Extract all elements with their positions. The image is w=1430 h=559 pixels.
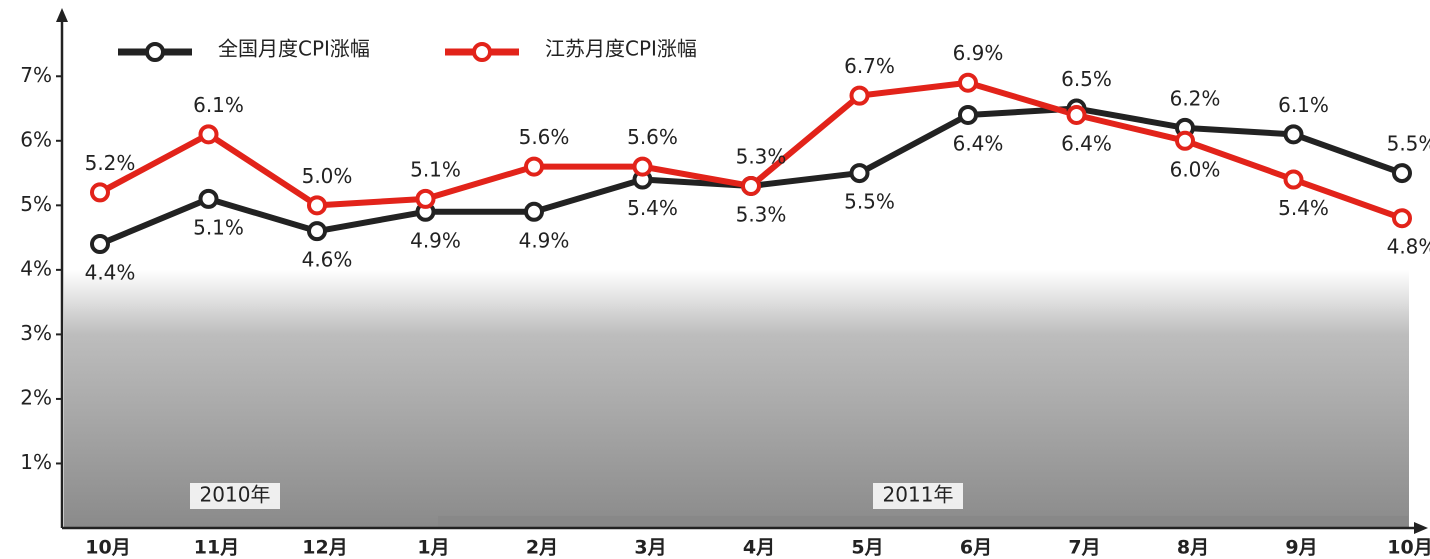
x-tick-label: 8月 xyxy=(1177,537,1209,559)
y-tick-label: 2% xyxy=(20,385,52,409)
x-tick-label: 6月 xyxy=(960,537,992,559)
data-label: 5.2% xyxy=(85,151,136,175)
x-tick-label: 5月 xyxy=(851,537,883,559)
x-tick-label: 3月 xyxy=(634,537,666,559)
data-point xyxy=(1283,169,1304,190)
data-point xyxy=(1283,124,1304,145)
legend-label: 江苏月度CPI涨幅 xyxy=(545,37,697,61)
data-label: 6.0% xyxy=(1170,157,1221,181)
legend-marker xyxy=(145,42,165,62)
annotation-bg xyxy=(873,483,963,509)
data-label: 5.1% xyxy=(410,157,461,181)
data-label: 6.5% xyxy=(1061,67,1112,91)
y-tick-label: 6% xyxy=(20,127,52,151)
data-point xyxy=(90,234,110,255)
y-tick-label: 7% xyxy=(20,63,52,87)
y-tick-label: 3% xyxy=(20,321,52,345)
data-point xyxy=(198,124,219,145)
y-tick-label: 5% xyxy=(20,192,52,216)
data-point xyxy=(741,175,761,196)
x-tick-label: 7月 xyxy=(1068,537,1100,559)
data-label: 5.3% xyxy=(736,144,787,168)
data-label: 5.4% xyxy=(1278,196,1329,220)
x-tick-label: 11月 xyxy=(194,537,239,559)
data-point xyxy=(198,188,219,209)
data-label: 5.4% xyxy=(627,196,678,220)
y-tick-label: 1% xyxy=(20,450,52,474)
data-label: 5.6% xyxy=(627,125,678,149)
annotation: 2010年 xyxy=(200,483,271,507)
data-point xyxy=(632,156,653,177)
x-tick-label: 12月 xyxy=(302,537,347,559)
data-point xyxy=(958,104,978,125)
data-label: 6.7% xyxy=(844,54,895,78)
data-point xyxy=(849,163,870,184)
data-point xyxy=(524,156,544,177)
y-tick-label: 4% xyxy=(20,256,52,280)
data-label: 6.9% xyxy=(953,41,1004,65)
data-label: 5.5% xyxy=(844,190,895,214)
data-point xyxy=(1066,104,1087,125)
x-tick-label: 4月 xyxy=(743,537,775,559)
data-label: 4.6% xyxy=(302,248,353,272)
data-label: 6.1% xyxy=(193,93,244,117)
data-point xyxy=(307,195,327,216)
data-label: 5.6% xyxy=(519,125,570,149)
data-point xyxy=(90,182,110,203)
annotation: 2011年 xyxy=(883,483,954,507)
data-point xyxy=(958,72,978,93)
data-label: 5.3% xyxy=(736,202,787,226)
data-point xyxy=(849,85,870,106)
data-point xyxy=(1175,130,1195,151)
data-point xyxy=(524,201,544,222)
data-label: 5.5% xyxy=(1387,132,1430,156)
x-tick-label: 2月 xyxy=(526,537,558,559)
data-label: 6.1% xyxy=(1278,93,1329,117)
legend-label: 全国月度CPI涨幅 xyxy=(218,37,370,61)
data-label: 4.8% xyxy=(1387,235,1430,259)
photo-background xyxy=(64,270,1409,528)
data-point xyxy=(1392,208,1412,229)
data-point xyxy=(1392,163,1412,184)
data-label: 6.2% xyxy=(1170,86,1221,110)
data-label: 4.4% xyxy=(85,261,136,285)
x-tick-label: 10月 xyxy=(1387,537,1430,559)
annotation-bg xyxy=(190,483,280,509)
x-tick-label: 10月 xyxy=(85,537,130,559)
data-point xyxy=(415,188,436,209)
data-label: 5.1% xyxy=(193,215,244,239)
data-label: 5.0% xyxy=(302,164,353,188)
data-label: 6.4% xyxy=(1061,131,1112,155)
x-tick-label: 1月 xyxy=(417,537,449,559)
x-axis-arrow xyxy=(1414,522,1428,534)
year-band xyxy=(438,516,1408,528)
data-label: 4.9% xyxy=(410,228,461,252)
y-axis-arrow xyxy=(56,8,68,22)
data-label: 4.9% xyxy=(519,228,570,252)
x-tick-label: 9月 xyxy=(1285,537,1317,559)
legend-marker xyxy=(472,42,492,62)
data-point xyxy=(307,221,327,242)
data-label: 6.4% xyxy=(953,131,1004,155)
